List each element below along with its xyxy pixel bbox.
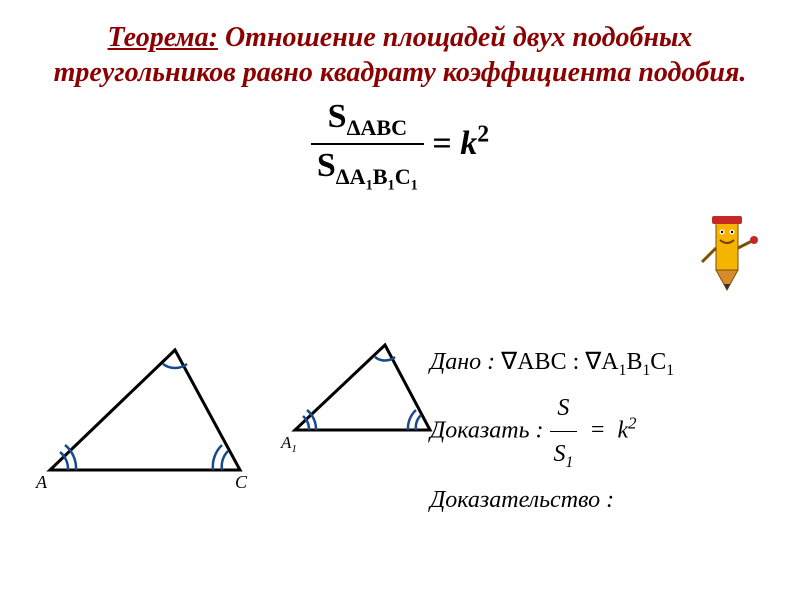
area-ratio-fraction: SΔABC SΔA1B1C1 <box>311 98 424 194</box>
given-row: Дано : ∇ABC : ∇A1B1C1 <box>430 340 674 386</box>
formula-equals: = <box>432 125 460 162</box>
theorem-label: Теорема: <box>108 22 218 53</box>
prove-equals: = <box>583 417 611 443</box>
vertex-label-A1: A1 <box>280 433 297 455</box>
formula-S-abc: S <box>328 98 347 135</box>
proof-label-row: Доказательство : <box>430 478 674 524</box>
formula-delta-a1b1c1: ΔA1B1C1 <box>336 164 418 189</box>
vertex-label-C: C <box>235 472 248 492</box>
triangle-a1b1c1: A1 <box>275 330 450 460</box>
prove-fraction: S S1 <box>550 386 578 478</box>
prove-k: k <box>618 417 629 443</box>
pencil-character-icon <box>692 210 764 298</box>
formula-S-a1b1c1: S <box>317 147 336 184</box>
vertex-label-A: A <box>35 472 48 492</box>
formula-k: k <box>460 125 477 162</box>
given-label: Дано : <box>430 349 495 375</box>
prove-row: Доказать : S S1 = k2 <box>430 386 674 478</box>
theorem-title: Теорема: Отношение площадей двух подобны… <box>0 0 800 90</box>
triangle-abc: A C <box>30 330 260 500</box>
slide: Теорема: Отношение площадей двух подобны… <box>0 0 800 600</box>
prove-label: Доказать : <box>430 417 544 443</box>
formula-k-exponent: 2 <box>477 121 489 147</box>
main-formula: SΔABC SΔA1B1C1 = k2 <box>0 98 800 194</box>
given-block: Дано : ∇ABC : ∇A1B1C1 Доказать : S S1 = … <box>430 340 674 523</box>
formula-delta-abc: ΔABC <box>347 115 408 140</box>
prove-k-exponent: 2 <box>628 413 636 432</box>
proof-label: Доказательство : <box>430 487 614 513</box>
